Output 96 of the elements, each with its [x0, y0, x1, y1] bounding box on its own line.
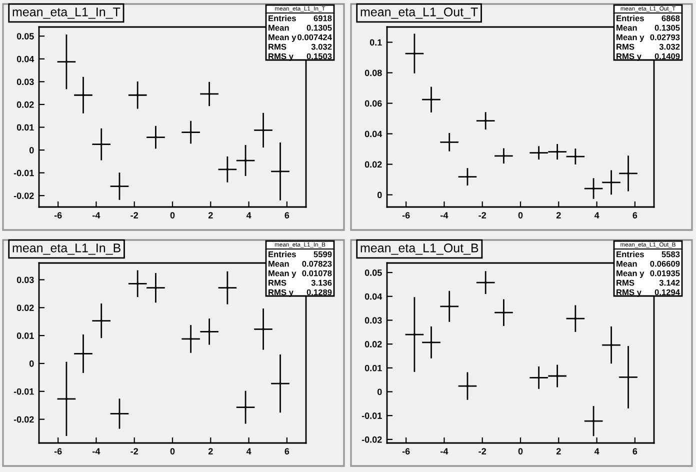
y-tick-label: 0.04 — [364, 293, 382, 300]
annotation: RMS — [268, 44, 286, 50]
y-tick-label: 0.08 — [364, 70, 382, 76]
x-tick-label: 4 — [246, 448, 252, 454]
x-tick-label: 0 — [518, 212, 523, 218]
text: 6868 — [662, 15, 680, 22]
x-tick-label: -6 — [54, 448, 62, 454]
text: 3.032 — [311, 44, 332, 50]
annotation: 0.07823 — [302, 260, 332, 267]
y-tick-label: 0.1 — [370, 39, 382, 46]
annotation: Mean — [616, 24, 637, 31]
text: Entries — [268, 251, 296, 258]
y-tick-label: 0.02 — [16, 101, 34, 108]
text: 0.1289 — [306, 289, 332, 296]
chart-title: mean_eta_L1_Out_B — [360, 244, 478, 255]
text: Entries — [616, 251, 644, 258]
y-tick-label: 0 — [29, 360, 34, 367]
y-tick-label: 0.06 — [364, 100, 382, 107]
annotation: RMS — [616, 44, 634, 50]
text: 6918 — [314, 15, 332, 22]
x-tick-label: 6 — [284, 448, 290, 454]
y-tick-label: 0 — [377, 388, 382, 396]
x-tick-label: -4 — [92, 448, 100, 454]
y-tick-label: 0.04 — [364, 130, 382, 138]
annotation: Mean — [268, 260, 289, 267]
y-tick-label: -0.02 — [362, 436, 382, 443]
x-tick-label: 2 — [208, 212, 213, 218]
y-tick-label: 0.04 — [16, 56, 34, 62]
text: Entries — [616, 15, 644, 22]
text: 3.142 — [659, 280, 680, 286]
annotation: Mean — [616, 260, 637, 267]
y-tick-label: 0.01 — [16, 332, 34, 339]
annotation: Mean y — [268, 270, 296, 278]
x-tick-label: 0 — [518, 448, 523, 454]
text: 5583 — [662, 251, 680, 258]
x-tick-label: 6 — [284, 212, 290, 218]
x-tick-label: 2 — [556, 212, 561, 218]
annotation: Mean y — [268, 34, 296, 42]
x-tick-label: -6 — [54, 212, 62, 218]
annotation: Mean y — [616, 270, 644, 278]
y-tick-label: 0.02 — [364, 161, 382, 168]
text: 3.032 — [659, 44, 680, 50]
chart-title: mean_eta_L1_Out_T — [360, 8, 478, 19]
y-tick-label: -0.02 — [14, 192, 34, 199]
x-tick-label: -2 — [478, 448, 486, 454]
chart-title: mean_eta_L1_In_T — [12, 8, 120, 19]
y-tick-label: 0.01 — [16, 124, 34, 131]
text: 0.1503 — [306, 53, 332, 60]
x-tick-label: -6 — [402, 212, 410, 218]
annotation: Mean — [268, 24, 289, 31]
y-tick-label: 0.05 — [364, 270, 382, 276]
x-tick-label: -2 — [130, 448, 138, 454]
x-tick-label: 4 — [594, 448, 600, 454]
text: Entries — [268, 15, 296, 22]
text: 3.136 — [311, 280, 332, 286]
x-tick-label: 2 — [208, 448, 213, 454]
x-tick-label: 4 — [246, 212, 252, 218]
y-tick-label: 0.02 — [364, 341, 382, 348]
x-tick-label: -4 — [440, 448, 448, 454]
text: 0.1409 — [654, 53, 680, 60]
y-tick-label: 0.01 — [364, 364, 382, 372]
y-tick-label: 0 — [377, 192, 382, 198]
y-tick-label: -0.01 — [14, 388, 34, 395]
x-tick-label: 6 — [632, 448, 638, 454]
y-tick-label: 0 — [29, 147, 34, 154]
x-tick-label: 4 — [594, 212, 600, 218]
annotation: 0.01078 — [302, 270, 332, 276]
annotation: RMS — [268, 280, 286, 286]
x-tick-label: 0 — [170, 212, 175, 218]
text: 0.1294 — [654, 289, 680, 296]
y-tick-label: 0.03 — [364, 317, 382, 324]
y-tick-label: -0.02 — [14, 416, 34, 423]
annotation: 0.007424 — [298, 34, 332, 40]
x-tick-label: 0 — [170, 448, 175, 454]
y-tick-label: -0.01 — [362, 412, 382, 419]
x-tick-label: -2 — [478, 212, 486, 218]
x-tick-label: -4 — [440, 212, 448, 218]
text: 0.1305 — [654, 24, 680, 31]
x-tick-label: 2 — [556, 448, 561, 454]
annotation: 0.01935 — [650, 270, 680, 276]
text: 5599 — [314, 251, 332, 258]
y-tick-label: 0.02 — [16, 304, 34, 312]
annotation: RMS — [616, 280, 634, 286]
y-tick-label: 0.03 — [16, 78, 34, 86]
y-tick-label: 0.03 — [16, 276, 34, 284]
y-tick-label: -0.01 — [14, 170, 34, 176]
x-tick-label: -6 — [402, 448, 410, 454]
text: 0.1305 — [306, 24, 332, 31]
chart-title: mean_eta_L1_In_B — [12, 244, 120, 255]
x-tick-label: 6 — [632, 212, 638, 218]
annotation: 0.06609 — [650, 260, 680, 267]
x-tick-label: -4 — [92, 212, 100, 218]
annotation: 0.02793 — [650, 34, 680, 40]
annotation: Mean y — [616, 34, 644, 42]
y-tick-label: 0.05 — [16, 33, 34, 40]
x-tick-label: -2 — [130, 212, 138, 218]
